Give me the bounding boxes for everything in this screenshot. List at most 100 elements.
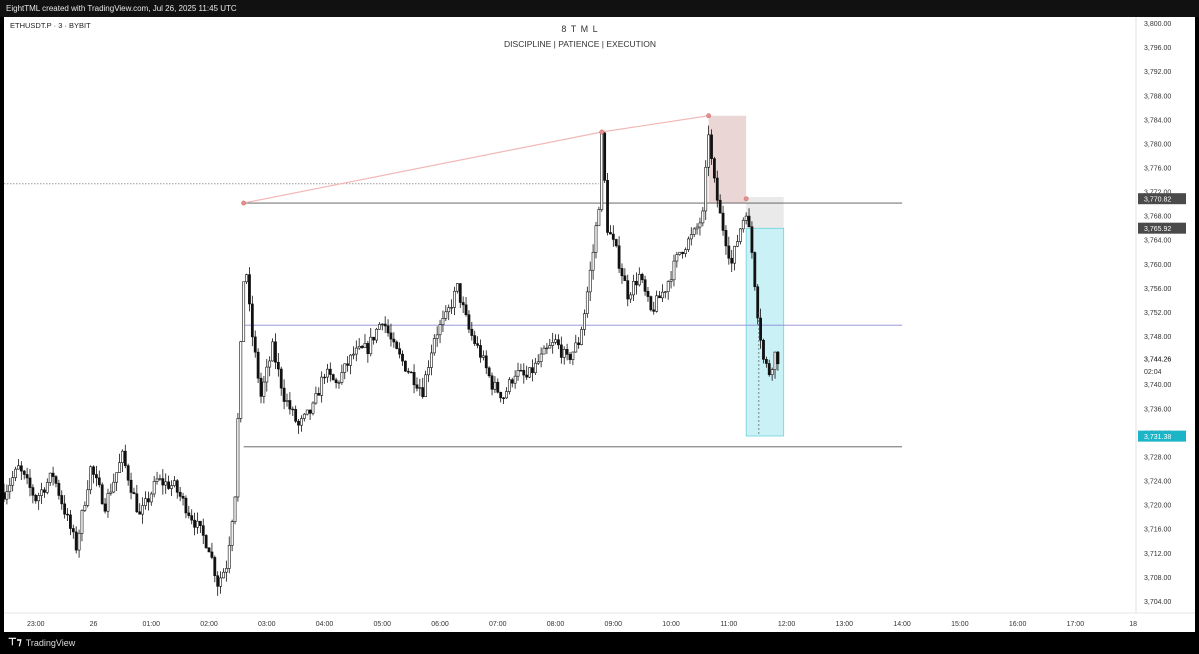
candle[interactable]: [256, 348, 260, 384]
candle[interactable]: [395, 340, 399, 350]
candle[interactable]: [519, 363, 523, 372]
candle[interactable]: [444, 305, 448, 322]
candle[interactable]: [181, 492, 185, 506]
candle[interactable]: [435, 326, 439, 347]
candle[interactable]: [649, 295, 653, 312]
candle[interactable]: [11, 470, 15, 492]
candle[interactable]: [83, 501, 87, 512]
candle[interactable]: [175, 479, 179, 499]
candle[interactable]: [158, 474, 162, 481]
candle[interactable]: [123, 444, 127, 469]
candle[interactable]: [346, 356, 350, 372]
candle[interactable]: [320, 371, 324, 403]
candle[interactable]: [571, 351, 575, 366]
candle[interactable]: [606, 173, 609, 236]
pivot-marker[interactable]: [743, 196, 749, 202]
candle[interactable]: [198, 520, 202, 533]
chart-frame[interactable]: 3,800.00 3,796.00 3,792.00 3,788.00 3,784.00…: [2, 17, 1195, 632]
candle[interactable]: [464, 297, 468, 317]
candle[interactable]: [686, 236, 690, 252]
price-chart[interactable]: 3,800.00 3,796.00 3,792.00 3,788.00 3,784.00…: [2, 17, 1195, 632]
candle[interactable]: [184, 495, 188, 519]
candle[interactable]: [479, 339, 482, 363]
candle[interactable]: [684, 247, 687, 258]
candle[interactable]: [424, 370, 428, 398]
candle[interactable]: [458, 283, 462, 309]
candle[interactable]: [230, 519, 234, 552]
candle[interactable]: [652, 301, 656, 315]
candle[interactable]: [285, 393, 289, 407]
candle[interactable]: [609, 225, 612, 235]
candle[interactable]: [378, 322, 381, 330]
candle[interactable]: [161, 469, 165, 495]
candle[interactable]: [34, 493, 38, 504]
candle[interactable]: [279, 366, 283, 396]
candle[interactable]: [224, 560, 228, 582]
candle[interactable]: [86, 480, 90, 508]
candle[interactable]: [219, 571, 222, 594]
candle[interactable]: [736, 234, 739, 248]
candle[interactable]: [692, 227, 696, 238]
candle[interactable]: [701, 207, 705, 227]
candle[interactable]: [201, 518, 205, 545]
candle[interactable]: [695, 223, 699, 235]
candle[interactable]: [689, 227, 693, 246]
candle[interactable]: [744, 212, 748, 225]
candle[interactable]: [352, 346, 355, 360]
candle[interactable]: [583, 309, 586, 336]
candle[interactable]: [245, 273, 248, 285]
candle[interactable]: [95, 465, 98, 487]
candle[interactable]: [8, 477, 12, 499]
candle[interactable]: [412, 364, 416, 394]
candle[interactable]: [253, 330, 257, 358]
candle[interactable]: [614, 238, 618, 248]
candle[interactable]: [559, 336, 563, 364]
candle[interactable]: [629, 292, 633, 303]
candle[interactable]: [750, 221, 754, 259]
candle[interactable]: [250, 295, 254, 347]
candle[interactable]: [721, 205, 725, 236]
candle[interactable]: [499, 391, 503, 403]
candle[interactable]: [343, 363, 347, 380]
candle[interactable]: [363, 334, 367, 349]
candle[interactable]: [40, 482, 43, 505]
candle[interactable]: [276, 353, 280, 377]
candle[interactable]: [432, 334, 436, 356]
candle[interactable]: [302, 413, 306, 422]
price-badge[interactable]: [1138, 430, 1186, 442]
candle[interactable]: [43, 487, 46, 498]
candle[interactable]: [109, 483, 113, 496]
candle[interactable]: [80, 509, 84, 542]
candle[interactable]: [536, 354, 540, 365]
candle[interactable]: [268, 356, 272, 377]
candle[interactable]: [271, 338, 274, 362]
candle[interactable]: [698, 217, 702, 236]
candle[interactable]: [738, 228, 742, 245]
candle[interactable]: [568, 352, 572, 364]
candle[interactable]: [227, 536, 231, 574]
candle[interactable]: [453, 286, 456, 316]
candle[interactable]: [120, 449, 124, 473]
candle[interactable]: [594, 221, 598, 259]
candle[interactable]: [311, 401, 315, 416]
candle[interactable]: [259, 372, 263, 404]
candle[interactable]: [747, 208, 751, 228]
candle[interactable]: [386, 319, 390, 337]
candle[interactable]: [487, 366, 491, 378]
candle[interactable]: [672, 254, 676, 287]
candle[interactable]: [51, 466, 55, 486]
candle[interactable]: [360, 344, 364, 349]
candle[interactable]: [493, 376, 497, 394]
candle[interactable]: [473, 330, 477, 346]
candle[interactable]: [317, 387, 321, 396]
candle[interactable]: [640, 272, 644, 284]
candle[interactable]: [204, 534, 208, 549]
candle[interactable]: [548, 339, 552, 349]
candle[interactable]: [418, 378, 422, 396]
candle[interactable]: [331, 373, 335, 381]
candle[interactable]: [502, 396, 505, 405]
candle[interactable]: [661, 284, 664, 303]
candle[interactable]: [222, 568, 225, 579]
price-badge[interactable]: [1138, 222, 1186, 234]
candle[interactable]: [635, 272, 638, 295]
